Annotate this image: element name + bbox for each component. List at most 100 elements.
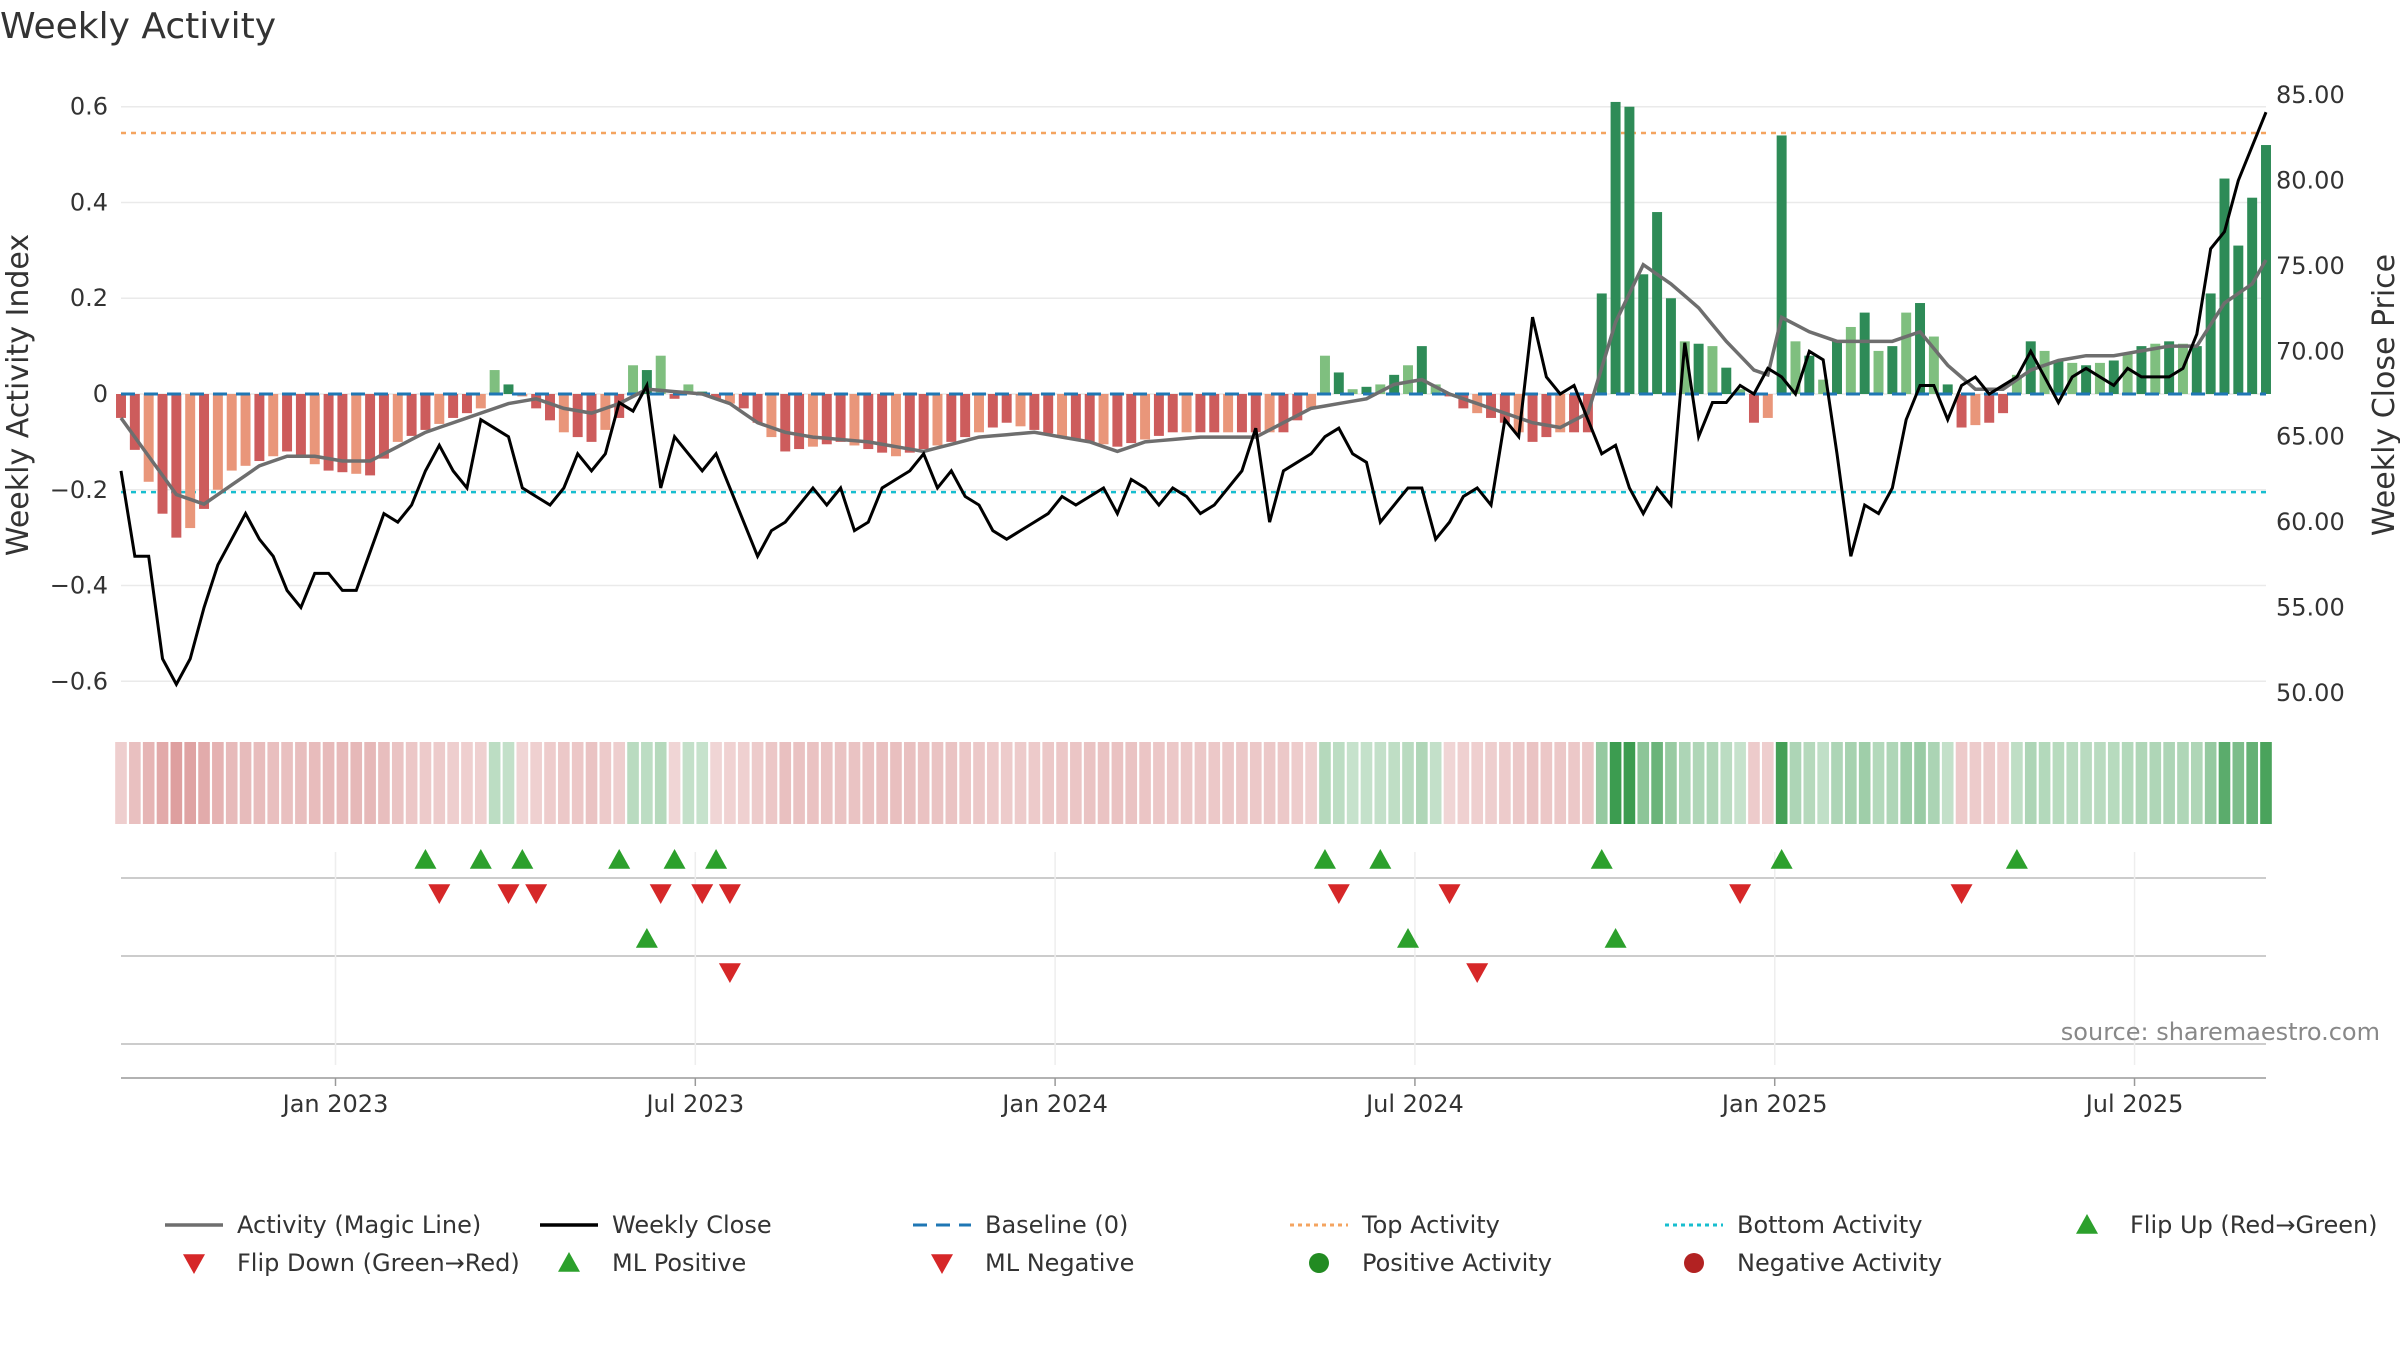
right-tick-label: 50.00 xyxy=(2276,679,2345,707)
heat-cell xyxy=(1402,742,1414,824)
activity-bar xyxy=(1278,394,1289,433)
heat-cell xyxy=(170,742,183,824)
heat-cell xyxy=(1775,742,1788,824)
legend: Activity (Magic Line) Weekly Close Baselin… xyxy=(165,1211,2378,1277)
activity-bar xyxy=(1610,101,1621,394)
heat-cell xyxy=(2038,742,2051,824)
heat-cell xyxy=(945,742,958,824)
heat-cell xyxy=(1457,742,1470,824)
heat-cell xyxy=(848,742,861,824)
heat-cell xyxy=(1471,742,1484,824)
flip-down-marker xyxy=(1327,884,1350,904)
heat-cell xyxy=(2066,742,2079,824)
right-axis-ticks: 85.00 80.00 75.00 70.00 65.00 60.00 55.00 50.00 xyxy=(2276,81,2345,707)
y-axis-label-right: Weekly Close Price xyxy=(2367,254,2400,536)
activity-bar xyxy=(1015,394,1026,427)
heat-cell xyxy=(378,742,390,824)
activity-bar xyxy=(1347,389,1358,394)
activity-bar xyxy=(1513,394,1524,433)
heat-cell xyxy=(1789,742,1802,824)
activity-bar xyxy=(1458,394,1469,409)
heat-cell xyxy=(2260,742,2272,824)
flip-down-marker xyxy=(1950,884,1973,904)
heat-cell xyxy=(1153,742,1165,824)
flip-up-marker xyxy=(1770,849,1793,869)
activity-bar xyxy=(1250,394,1261,433)
activity-bar xyxy=(226,394,237,471)
activity-bar xyxy=(1181,394,1192,433)
heat-cell xyxy=(212,742,224,824)
heat-cell xyxy=(391,742,404,824)
activity-bar xyxy=(683,384,694,394)
heat-cell xyxy=(1595,742,1608,824)
activity-bar xyxy=(1167,394,1178,433)
heat-cell xyxy=(1097,742,1110,824)
heat-cell xyxy=(2246,742,2258,824)
ml-positive-marker xyxy=(1397,928,1419,948)
activity-bar xyxy=(475,394,486,409)
heat-cell xyxy=(779,742,792,824)
activity-bar xyxy=(116,394,126,418)
heat-cell xyxy=(599,742,612,824)
heat-cell xyxy=(1180,742,1193,824)
activity-bar xyxy=(1942,384,1953,394)
flip-down-marker xyxy=(1438,884,1461,904)
x-tick-label: Jan 2023 xyxy=(281,1090,389,1118)
heat-cell xyxy=(973,742,985,824)
activity-bar xyxy=(821,394,832,445)
legend-handle xyxy=(1309,1253,1329,1273)
activity-bar xyxy=(392,394,403,442)
heat-cell xyxy=(1623,742,1636,824)
weekly-close-line xyxy=(119,111,2268,688)
heat-cell xyxy=(1872,742,1885,824)
heat-cell xyxy=(890,742,902,824)
heat-cell xyxy=(1000,742,1013,824)
activity-bar xyxy=(752,394,763,423)
heat-cell xyxy=(1429,742,1442,824)
legend-handle xyxy=(558,1252,580,1272)
flip-down-marker xyxy=(649,884,672,904)
heat-cell xyxy=(1014,742,1027,824)
legend-handle xyxy=(183,1254,205,1274)
heat-cell xyxy=(2135,742,2148,824)
heat-cell xyxy=(1374,742,1387,824)
legend-handle xyxy=(2076,1214,2098,1234)
flip-down-marker xyxy=(428,884,451,904)
activity-bar xyxy=(531,394,542,409)
legend-label: Negative Activity xyxy=(1737,1249,1942,1277)
activity-bar xyxy=(378,394,389,459)
activity-bar xyxy=(1416,346,1427,394)
activity-bar xyxy=(807,394,818,447)
activity-bar xyxy=(1223,394,1234,433)
activity-bar xyxy=(1984,394,1995,423)
heat-cell xyxy=(1512,742,1525,824)
heat-cell xyxy=(1291,742,1304,824)
activity-bar xyxy=(1998,394,2009,414)
heat-cell xyxy=(987,742,999,824)
activity-bar xyxy=(1361,386,1372,394)
heat-cell xyxy=(1955,742,1968,824)
activity-bar xyxy=(1070,394,1081,440)
heat-cell xyxy=(364,742,376,824)
right-tick-label: 65.00 xyxy=(2276,423,2345,451)
heat-cell xyxy=(433,742,446,824)
activity-bar xyxy=(1319,355,1330,394)
flip-down-marker xyxy=(497,884,520,904)
heat-cell xyxy=(903,742,916,824)
ml-positive-marker xyxy=(1604,928,1627,948)
heat-cell xyxy=(571,742,584,824)
source-note: source: sharemaestro.com xyxy=(2061,1018,2380,1046)
activity-bar xyxy=(503,384,514,394)
left-tick-label: 0 xyxy=(93,380,108,408)
activity-bar xyxy=(794,394,805,450)
ml-positive-marker xyxy=(635,928,658,948)
activity-bar xyxy=(1126,394,1137,444)
heat-cell xyxy=(1443,742,1456,824)
left-tick-label: −0.4 xyxy=(50,572,108,600)
legend-label: Flip Up (Red→Green) xyxy=(2130,1211,2378,1239)
heat-cell xyxy=(1983,742,1996,824)
activity-bar xyxy=(157,394,168,514)
activity-bar xyxy=(2025,341,2036,394)
series-lines xyxy=(119,111,2268,688)
heat-cell xyxy=(156,742,169,824)
